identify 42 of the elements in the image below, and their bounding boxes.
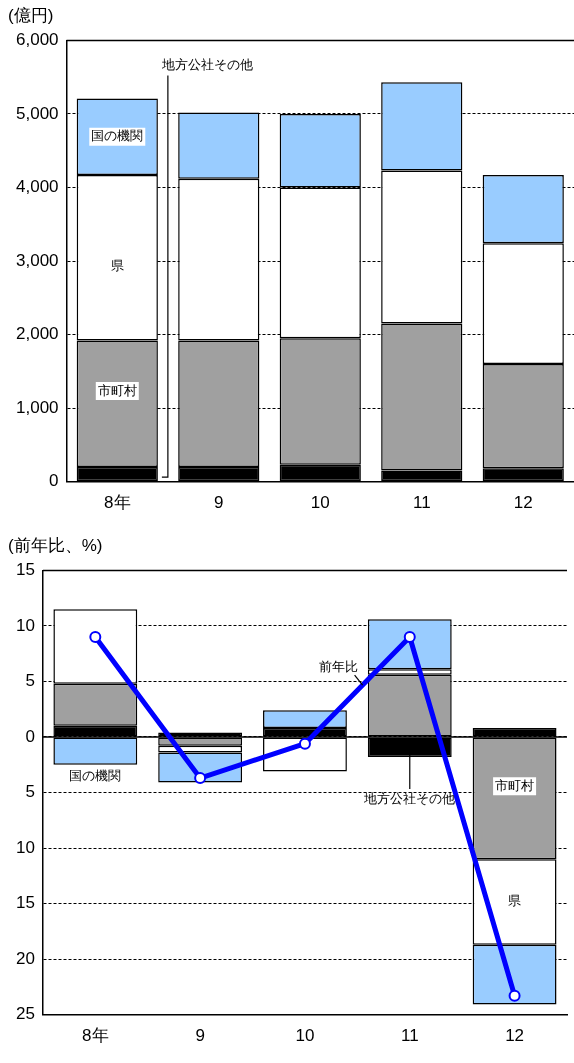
series-label: 前年比: [319, 658, 359, 674]
y-axis-title: (前年比、%): [8, 535, 103, 555]
y-tick-label: 15: [15, 893, 35, 913]
y-tick-label: 20: [15, 948, 35, 968]
y-tick-label: 25: [15, 1004, 35, 1024]
x-tick-label: 10: [310, 493, 330, 513]
point: [194, 772, 207, 785]
x-tick-label: 8年: [82, 1026, 109, 1046]
y-tick-label: 15: [15, 560, 35, 580]
series-label: 県: [508, 893, 522, 909]
series-label: 市町村: [495, 777, 535, 793]
series-label: 国の機関: [91, 128, 144, 144]
series-label: 国の機関: [69, 768, 122, 784]
x-tick-label: 12: [513, 493, 533, 513]
series-label: 県: [110, 257, 124, 273]
y-tick-label: 4,000: [15, 177, 59, 197]
y-tick-label: 5: [25, 782, 35, 802]
y-tick-label: 0: [25, 726, 35, 746]
series-label: 市町村: [97, 382, 137, 398]
x-tick-label: 12: [505, 1026, 525, 1046]
y-tick-label: 5: [25, 671, 35, 691]
y-tick-label: 0: [49, 471, 59, 491]
text: 地方公社その他: [161, 56, 254, 72]
y-axis-title: (億円): [8, 5, 54, 25]
point: [89, 631, 102, 644]
y-tick-label: 1,000: [15, 397, 59, 417]
point: [298, 737, 311, 750]
point: [508, 989, 521, 1002]
point: [403, 631, 416, 644]
x-tick-label: 8年: [104, 493, 131, 513]
y-tick-label: 5,000: [15, 103, 59, 123]
y-tick-label: 6,000: [15, 30, 59, 50]
x-tick-label: 9: [195, 1026, 205, 1046]
x-tick-label: 9: [214, 493, 224, 513]
x-tick-label: 11: [412, 493, 431, 513]
text: 地方公社その他: [363, 790, 456, 806]
y-tick-label: 10: [15, 615, 35, 635]
x-tick-label: 11: [400, 1026, 419, 1046]
y-tick-label: 2,000: [15, 324, 59, 344]
x-tick-label: 10: [295, 1026, 315, 1046]
y-tick-label: 3,000: [15, 250, 59, 270]
y-tick-label: 10: [15, 837, 35, 857]
